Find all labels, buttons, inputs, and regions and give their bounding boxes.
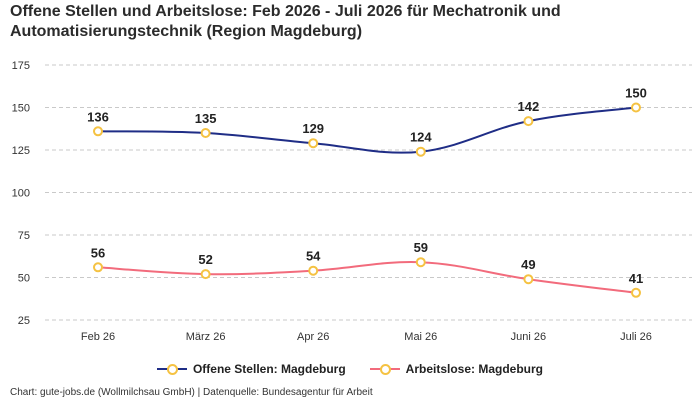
data-label: 59 xyxy=(414,240,428,255)
series-line-arbeitslose xyxy=(97,261,637,294)
x-tick-label: März 26 xyxy=(186,331,226,343)
chart-title-line-1: Offene Stellen und Arbeitslose: Feb 2026… xyxy=(10,3,561,20)
data-point xyxy=(308,138,319,149)
chart-title-line-2: Automatisierungstechnik (Region Magdebur… xyxy=(10,23,363,40)
x-tick-label: Apr 26 xyxy=(297,331,329,343)
data-label: 56 xyxy=(91,245,105,260)
data-label: 136 xyxy=(87,109,109,124)
data-point xyxy=(200,269,211,280)
data-point xyxy=(415,146,426,157)
data-label: 54 xyxy=(306,249,321,264)
data-label: 52 xyxy=(198,252,212,267)
series-line-offene-stellen xyxy=(97,106,637,154)
data-label: 142 xyxy=(518,99,540,114)
data-point xyxy=(308,265,319,276)
legend-swatch-arbeitslose xyxy=(369,363,400,375)
legend-swatch-offene-stellen xyxy=(156,363,187,375)
data-label: 150 xyxy=(625,86,647,101)
y-tick-label: 150 xyxy=(12,103,30,115)
y-tick-label: 50 xyxy=(18,273,30,285)
y-tick-label: 25 xyxy=(18,315,30,327)
data-point xyxy=(93,126,103,137)
y-tick-label: 125 xyxy=(12,145,30,157)
data-point xyxy=(631,102,641,113)
data-point xyxy=(93,262,103,273)
chart-legend: Offene Stellen: Magdeburg Arbeitslose: M… xyxy=(0,362,700,376)
data-label: 135 xyxy=(195,111,217,126)
x-tick-label: Juli 26 xyxy=(620,331,652,343)
legend-label-offene-stellen: Offene Stellen: Magdeburg xyxy=(192,362,346,376)
data-point xyxy=(200,128,211,138)
data-point xyxy=(631,287,641,298)
y-tick-label: 100 xyxy=(12,188,30,200)
legend-label-arbeitslose: Arbeitslose: Magdeburg xyxy=(405,362,544,376)
data-label: 129 xyxy=(302,121,324,136)
x-tick-label: Mai 26 xyxy=(404,331,437,343)
x-tick-label: Feb 26 xyxy=(81,331,115,343)
chart-footer-source: Chart: gute-jobs.de (Wollmilchsau GmbH) … xyxy=(10,387,373,398)
data-point xyxy=(415,257,426,268)
data-label: 49 xyxy=(521,257,535,272)
data-label: 124 xyxy=(410,130,432,145)
x-tick-label: Juni 26 xyxy=(511,331,546,343)
data-point xyxy=(523,116,534,127)
chart-title: Offene Stellen und Arbeitslose: Feb 2026… xyxy=(10,2,690,42)
legend-item-arbeitslose[interactable]: Arbeitslose: Magdeburg xyxy=(369,362,544,376)
y-tick-label: 75 xyxy=(18,230,30,242)
legend-item-offene-stellen[interactable]: Offene Stellen: Magdeburg xyxy=(156,362,346,376)
data-point xyxy=(523,274,534,285)
data-label: 41 xyxy=(629,271,643,286)
y-tick-label: 175 xyxy=(12,60,30,72)
